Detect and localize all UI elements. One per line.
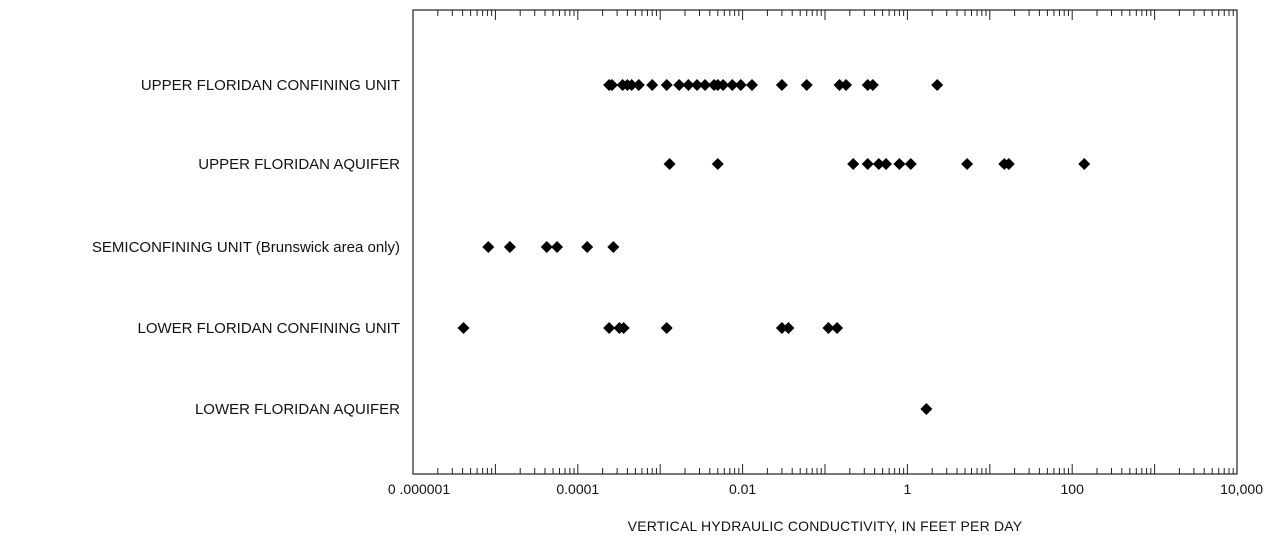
x-tick-label: 0.0001 <box>556 481 599 497</box>
data-point-diamond <box>961 158 974 170</box>
data-point-diamond <box>660 322 673 334</box>
category-label: UPPER FLORIDAN CONFINING UNIT <box>141 77 400 94</box>
data-point-diamond <box>663 158 676 170</box>
category-labels: UPPER FLORIDAN CONFINING UNIT UPPER FLORI… <box>92 77 400 418</box>
axis-ticks <box>412 10 1234 474</box>
data-point-diamond <box>581 241 594 253</box>
data-point-diamond <box>775 79 788 91</box>
data-point-diamond <box>699 79 712 91</box>
data-point-diamond <box>861 158 874 170</box>
data-point-diamond <box>540 241 553 253</box>
data-point-diamond <box>831 322 844 334</box>
data-point-diamond <box>904 158 917 170</box>
data-point-diamond <box>800 79 813 91</box>
data-point-diamond <box>503 241 516 253</box>
category-label: LOWER FLORIDAN CONFINING UNIT <box>137 320 400 337</box>
data-point-diamond <box>833 79 846 91</box>
category-label: SEMICONFINING UNIT (Brunswick area only) <box>92 239 400 256</box>
data-point-diamond <box>617 322 630 334</box>
x-tick-label: 100 <box>1061 481 1085 497</box>
data-point-diamond <box>625 79 638 91</box>
data-point-diamond <box>1002 158 1015 170</box>
category-label: LOWER FLORIDAN AQUIFER <box>195 401 400 418</box>
data-point-diamond <box>745 79 758 91</box>
data-point-diamond <box>920 403 933 415</box>
plot-frame <box>412 9 1238 475</box>
data-point-diamond <box>605 79 618 91</box>
data-point-diamond <box>717 79 730 91</box>
data-point-diamond <box>673 79 686 91</box>
data-points <box>457 79 1091 415</box>
data-point-diamond <box>880 158 893 170</box>
x-tick-label: 0 .000001 <box>388 481 450 497</box>
x-tick-label: 0.01 <box>729 481 756 497</box>
data-point-diamond <box>682 79 695 91</box>
x-tick-label: 1 <box>904 481 912 497</box>
data-point-diamond <box>822 322 835 334</box>
data-point-diamond <box>893 158 906 170</box>
data-point-diamond <box>646 79 659 91</box>
data-point-diamond <box>775 322 788 334</box>
data-point-diamond <box>632 79 645 91</box>
x-tick-labels: 0 .000001 0.0001 0.01 1 100 10,000 <box>388 481 1263 497</box>
data-point-diamond <box>726 79 739 91</box>
data-point-diamond <box>734 79 747 91</box>
data-point-diamond <box>1078 158 1091 170</box>
data-point-diamond <box>457 322 470 334</box>
x-axis-title: VERTICAL HYDRAULIC CONDUCTIVITY, IN FEET… <box>628 518 1023 534</box>
data-point-diamond <box>872 158 885 170</box>
data-point-diamond <box>660 79 673 91</box>
data-point-diamond <box>847 158 860 170</box>
data-point-diamond <box>691 79 704 91</box>
data-point-diamond <box>603 322 616 334</box>
data-point-diamond <box>711 158 724 170</box>
category-label: UPPER FLORIDAN AQUIFER <box>198 156 400 173</box>
data-point-diamond <box>782 322 795 334</box>
x-tick-label: 10,000 <box>1220 481 1263 497</box>
data-point-diamond <box>482 241 495 253</box>
data-point-diamond <box>931 79 944 91</box>
data-point-diamond <box>866 79 879 91</box>
data-point-diamond <box>551 241 564 253</box>
data-point-diamond <box>840 79 853 91</box>
data-point-diamond <box>607 241 620 253</box>
